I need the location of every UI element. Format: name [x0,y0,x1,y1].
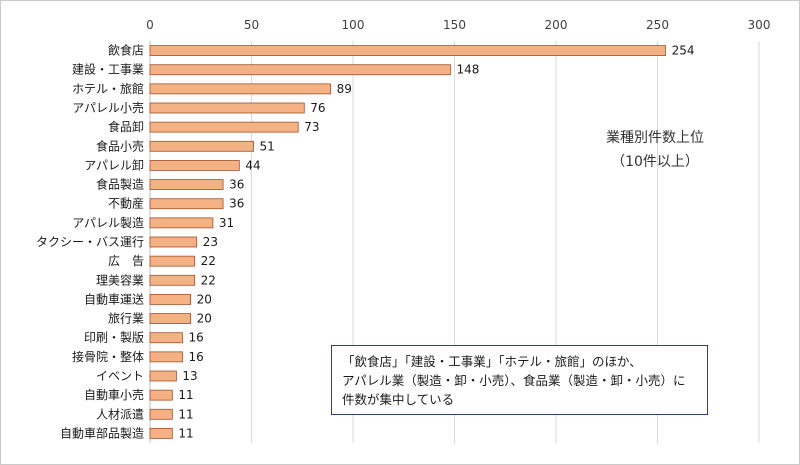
value-label: 16 [188,331,203,345]
value-label: 11 [178,426,193,440]
category-label: 自動車部品製造 [60,425,144,440]
annotation-line: 件数が集中している [342,392,455,407]
value-label: 44 [245,158,260,172]
bar [149,121,299,133]
bar [149,351,183,363]
bar [149,255,196,267]
value-label: 16 [188,350,203,364]
bar [149,45,667,56]
bar [149,217,214,229]
x-tick-label: 0 [146,18,154,32]
x-tick-label: 50 [244,18,259,32]
chart-subtitle: （10件以上） [611,154,699,170]
category-label: 不動産 [108,196,144,211]
value-label: 22 [201,273,216,287]
category-label: 広 告 [108,254,144,268]
x-tick-label: 100 [342,18,365,32]
x-tick-label: 200 [545,18,568,32]
category-labels: 飲食店建設・工事業ホテル・旅館アパレル小売食品卸食品小売アパレル卸食品製造不動産… [36,43,144,441]
bar [149,83,332,95]
bar [149,198,224,210]
x-tick-label: 150 [443,18,466,32]
bar [149,236,198,248]
x-axis-ticks: 0 50 100 150 200 250 300 [146,18,770,32]
value-label: 11 [178,407,193,421]
value-label: 31 [219,216,234,230]
bar [149,428,173,439]
bar [149,408,173,420]
x-tick-label: 250 [646,18,669,32]
value-label: 148 [456,63,479,77]
category-label: 理美容業 [96,272,144,287]
value-label: 23 [203,235,218,249]
value-label: 20 [197,312,212,326]
category-label: 飲食店 [108,43,144,58]
category-label: 自動車運送 [84,291,144,306]
category-label: 食品卸 [108,119,144,134]
category-label: 旅行業 [108,312,144,326]
bar [149,370,177,382]
bar [149,64,451,76]
annotation-box: 「飲食店」「建設・工事業」「ホテル・旅館」のほか、 アパレル業（製造・卸・小売）… [331,345,708,415]
category-label: タクシー・バス運行 [36,235,144,249]
category-label: ホテル・旅館 [72,81,144,96]
value-label: 89 [337,82,352,96]
category-label: 食品小売 [96,138,144,153]
value-label: 13 [182,369,197,383]
category-label: イベント [96,369,144,383]
bars [149,45,667,439]
value-label: 22 [201,254,216,268]
value-label: 73 [304,120,319,134]
annotation-line: アパレル業（製造・卸・小売）、食品業（製造・卸・小売）に [342,373,686,388]
bar [149,274,196,286]
value-label: 51 [260,139,275,153]
value-label: 76 [310,101,325,115]
bar [149,140,254,152]
value-label: 11 [178,388,193,402]
category-label: 食品製造 [96,177,144,192]
bar [149,179,224,190]
annotation-line: 「飲食店」「建設・工事業」「ホテル・旅館」のほか、 [342,354,642,369]
value-label: 36 [229,197,244,211]
bar [149,102,305,114]
bar [149,313,191,324]
value-label: 20 [197,292,212,306]
value-label: 254 [672,44,695,58]
category-label: 自動車小売 [84,387,144,402]
value-labels: 2541488976735144363631232222202016161311… [178,44,694,441]
category-label: 接骨院・整体 [72,349,144,364]
value-label: 36 [229,178,244,192]
chart-title-block: 業種別件数上位 （10件以上） [590,126,720,174]
x-tick-label: 300 [748,18,771,32]
bar [149,332,183,344]
category-label: アパレル製造 [72,216,144,230]
category-label: 建設・工事業 [72,62,144,77]
bar [149,389,173,401]
bar [149,294,191,305]
category-label: アパレル小売 [72,100,144,115]
bar [149,160,240,171]
category-label: 人材派遣 [96,406,144,421]
chart-title: 業種別件数上位 [606,130,704,146]
category-label: 印刷・製版 [84,331,144,345]
category-label: アパレル卸 [84,157,144,172]
